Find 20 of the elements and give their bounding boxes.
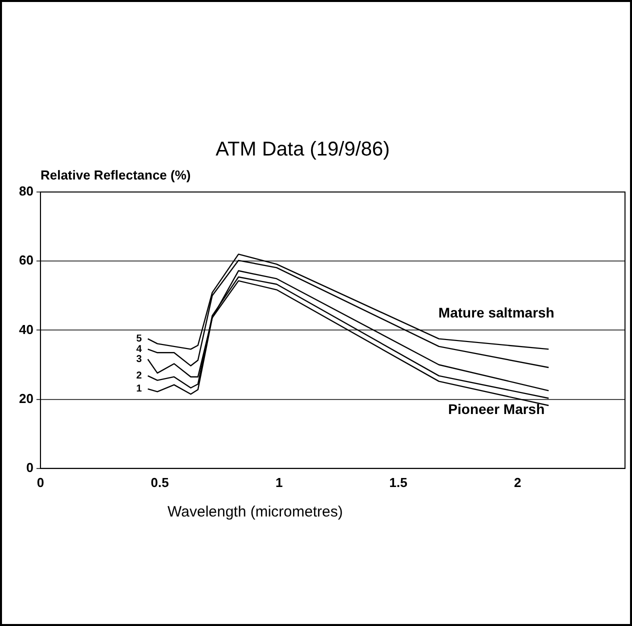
- x-axis-title: Wavelength (micrometres): [168, 504, 343, 521]
- series-label: 1: [136, 384, 142, 395]
- x-tick-label: 2: [514, 474, 522, 490]
- y-tick-label: 40: [18, 322, 34, 337]
- series-label: 4: [136, 344, 142, 355]
- x-tick-label: 1: [275, 474, 283, 490]
- y-tick-label: 60: [18, 252, 34, 268]
- chart-title: ATM Data (19/9/86): [216, 138, 390, 161]
- annotation: Mature saltmarsh: [438, 304, 554, 320]
- x-tick-label: 0: [36, 474, 44, 490]
- x-tick-label: 1.5: [389, 474, 408, 490]
- y-tick-label: 0: [26, 460, 34, 475]
- y-tick-label: 80: [18, 184, 34, 199]
- y-axis-title: Relative Reflectance (%): [40, 168, 191, 183]
- series-label: 5: [136, 334, 142, 345]
- y-tick-label: 20: [18, 390, 34, 406]
- series-label: 3: [136, 354, 142, 365]
- annotation: Pioneer Marsh: [448, 401, 545, 418]
- series-label: 2: [136, 370, 142, 382]
- x-tick-label: 0.5: [150, 474, 169, 490]
